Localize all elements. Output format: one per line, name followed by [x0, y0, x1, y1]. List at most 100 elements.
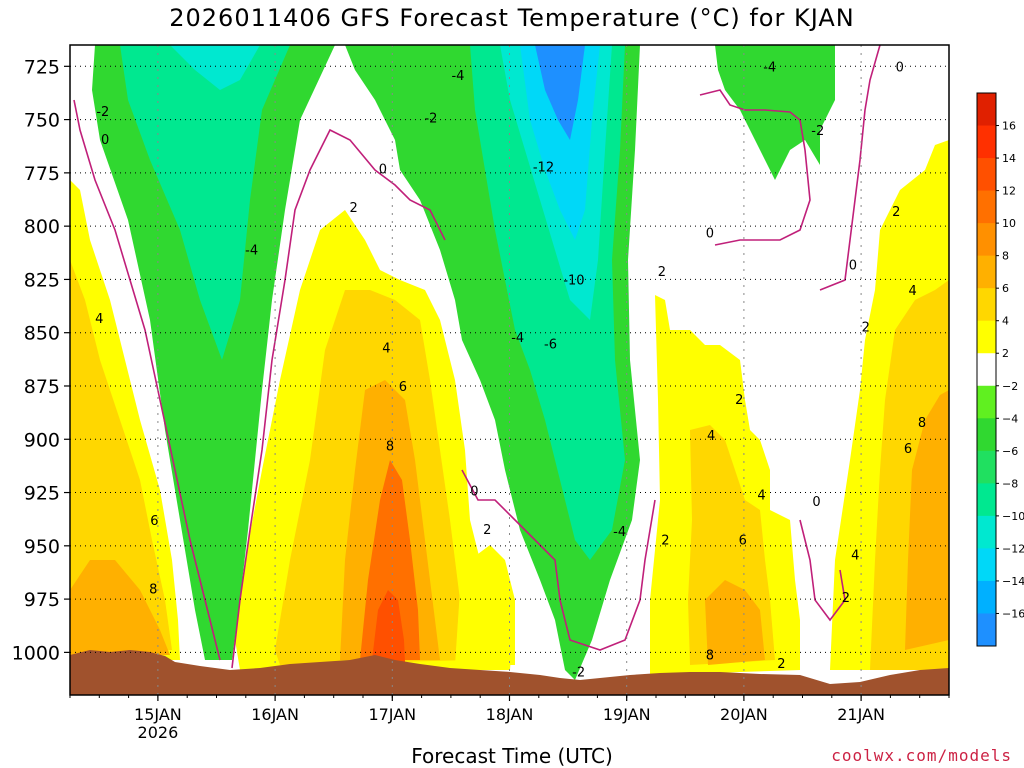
- colorbar-segment: [977, 190, 996, 224]
- colorbar-label: 8: [1002, 250, 1009, 263]
- cold-region-central-deepest: [535, 45, 585, 140]
- contour-label: 2: [777, 657, 785, 672]
- contour-label: 8: [386, 440, 394, 455]
- contour-label: 2: [658, 265, 666, 280]
- y-tick-label: 875: [24, 376, 60, 398]
- contour-label: 0: [470, 484, 478, 499]
- zero-contour-6: [799, 519, 846, 622]
- contour-label: 2: [735, 393, 743, 408]
- contour-label: 2: [842, 591, 850, 606]
- contour-label: 0: [706, 227, 714, 242]
- contour-label: 0: [896, 60, 904, 75]
- colorbar-segment: [977, 515, 996, 549]
- colorbar-label: −12: [1002, 542, 1024, 555]
- contour-label: 6: [399, 380, 407, 395]
- y-tick-label: 775: [24, 163, 60, 185]
- colorbar-label: −4: [1002, 412, 1018, 425]
- contour-label: 4: [707, 429, 715, 444]
- y-tick-label: 950: [24, 536, 60, 558]
- colorbar-segment: [977, 320, 996, 354]
- contour-label: 6: [739, 533, 747, 548]
- contour-label: 0: [849, 259, 857, 274]
- y-tick-label: 825: [24, 269, 60, 291]
- cold-region-central-deep: [520, 45, 600, 240]
- colorbar-label: −6: [1002, 445, 1018, 458]
- zero-contour-3: [461, 469, 656, 651]
- colorbar-label: 10: [1002, 217, 1016, 230]
- x-tick-label: 19JAN: [603, 705, 651, 724]
- y-tick-label: 975: [24, 589, 60, 611]
- colorbar-label: 14: [1002, 152, 1016, 165]
- contour-label: -4: [763, 60, 776, 75]
- colorbar-segment: [977, 288, 996, 322]
- warm-region-west-inner: [70, 260, 172, 655]
- cold-region-west: [92, 45, 335, 660]
- warm-region-far-east-core: [905, 390, 949, 650]
- colorbar-label: −8: [1002, 477, 1018, 490]
- contour-label: 0: [379, 163, 387, 178]
- contour-label: 0: [101, 133, 109, 148]
- cold-region-west-inner: [120, 45, 290, 360]
- contour-label: 2: [892, 205, 900, 220]
- contour-label: 8: [706, 649, 714, 664]
- colorbar-segment: [977, 548, 996, 582]
- contour-label: -2: [424, 111, 437, 126]
- y-tick-label: 850: [24, 323, 60, 345]
- colorbar-label: −10: [1002, 510, 1024, 523]
- colorbar-label: 4: [1002, 315, 1009, 328]
- contour-label: 4: [851, 548, 859, 563]
- chart-title: 2026011406 GFS Forecast Temperature (°C)…: [169, 4, 855, 32]
- cold-region-west-core: [170, 45, 260, 90]
- y-tick-label: 750: [24, 110, 60, 132]
- contour-label: 8: [918, 416, 926, 431]
- colorbar-frame: [976, 92, 997, 647]
- colorbar-label: 16: [1002, 120, 1016, 133]
- colorbar-label: 6: [1002, 282, 1009, 295]
- colorbar-label: −14: [1002, 575, 1024, 588]
- contour-label: 4: [757, 489, 765, 504]
- colorbar-segment: [977, 125, 996, 159]
- y-tick-label: 800: [24, 216, 60, 238]
- contour-label: -12: [533, 160, 554, 175]
- warm-region-west-core: [70, 560, 170, 655]
- y-tick-label: 1000: [12, 642, 60, 664]
- x-tick-label: 15JAN: [134, 705, 182, 724]
- contour-label: 6: [150, 514, 158, 529]
- contour-label: -2: [572, 666, 585, 681]
- warm-region-east-core: [705, 580, 765, 665]
- y-tick-label: 900: [24, 429, 60, 451]
- colorbar-segment: [977, 353, 996, 387]
- y-axis: 725 750 775 800 825 850 875 900 925 950 975 1000: [12, 56, 70, 664]
- contour-label: 4: [909, 284, 917, 299]
- colorbar-label: −16: [1002, 607, 1024, 620]
- credit-text[interactable]: coolwx.com/models: [831, 746, 1012, 765]
- colorbar-segment: [977, 93, 996, 127]
- contour-label: 2: [483, 523, 491, 538]
- x-axis-label: Forecast Time (UTC): [411, 744, 613, 768]
- contour-label: 2: [349, 201, 357, 216]
- colorbar-segment: [977, 418, 996, 452]
- x-tick-label: 17JAN: [368, 705, 416, 724]
- zero-contour-5: [819, 45, 881, 291]
- colorbar-segment: [977, 255, 996, 289]
- colorbar-segment: [977, 483, 996, 517]
- x-tick-label: 20JAN: [720, 705, 768, 724]
- contour-label: -10: [563, 273, 584, 288]
- colorbar-segment: [977, 223, 996, 257]
- contour-label: 4: [382, 342, 390, 357]
- contour-label: -4: [451, 69, 464, 84]
- colorbar-segment: [977, 385, 996, 419]
- contour-label: 0: [812, 495, 820, 510]
- zero-contour-1: [73, 99, 221, 661]
- colorbar-label: 2: [1002, 347, 1009, 360]
- warm-region-late: [455, 545, 515, 665]
- colorbar-segment: [977, 450, 996, 484]
- x-tick-sublabel: 2026: [138, 723, 179, 742]
- contour-label: -2: [811, 124, 824, 139]
- contour-label: 2: [862, 320, 870, 335]
- colorbar-segment: [977, 613, 996, 647]
- contour-label: -4: [245, 244, 258, 259]
